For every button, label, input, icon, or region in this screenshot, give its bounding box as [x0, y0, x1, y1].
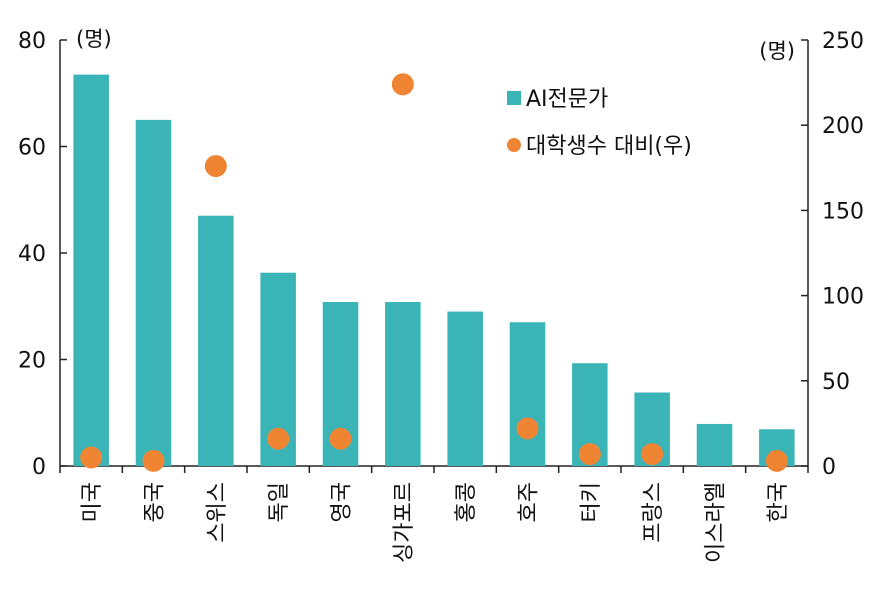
- category-label: 프랑스: [641, 482, 666, 543]
- dot-프랑스: [641, 443, 664, 466]
- bar-미국: [73, 74, 109, 467]
- bar-중국: [135, 119, 172, 466]
- right-tick-label: 250: [822, 29, 864, 54]
- category-labels: 미국 중국 스위스 독일 영국 싱가포르 홍콩 호주 터키 프랑스 이스라엘 한국: [80, 482, 791, 563]
- dot-싱가포르: [391, 73, 414, 96]
- right-tick-label: 150: [822, 199, 864, 224]
- category-label: 스위스: [205, 482, 230, 543]
- left-tick-label: 0: [32, 455, 46, 480]
- dot-호주: [516, 417, 539, 440]
- right-tick-label: 100: [822, 285, 864, 310]
- category-label: 영국: [330, 482, 355, 522]
- dot-미국: [80, 446, 103, 469]
- bar-홍콩: [447, 311, 483, 466]
- bar-series: [59, 74, 809, 473]
- left-tick-label: 60: [18, 136, 46, 161]
- category-label: 홍콩: [454, 482, 479, 522]
- bar-싱가포르: [385, 301, 421, 466]
- dot-중국: [142, 449, 165, 472]
- left-tick-label: 40: [18, 242, 46, 267]
- dot-터키: [578, 443, 601, 466]
- legend-swatch-bar: [507, 91, 521, 105]
- category-label: 터키: [579, 482, 604, 522]
- right-axis-unit: (명): [759, 39, 795, 63]
- legend-swatch-dot: [507, 138, 521, 152]
- dot-영국: [329, 427, 352, 450]
- right-tick-label: 0: [822, 455, 836, 480]
- category-label: 미국: [80, 482, 105, 522]
- bar-스위스: [198, 215, 234, 466]
- dot-series: [80, 73, 788, 472]
- left-tick-label: 20: [18, 349, 46, 374]
- left-tick-label: 80: [18, 29, 46, 54]
- category-label: 중국: [143, 482, 168, 522]
- bar-이스라엘: [696, 423, 733, 466]
- bar-호주: [509, 322, 546, 466]
- category-label: 독일: [267, 482, 292, 522]
- legend-label-dot: 대학생수 대비(우): [526, 134, 692, 159]
- dot-스위스: [204, 155, 227, 178]
- category-label: 호주: [517, 482, 542, 522]
- category-label: 싱가포르: [392, 482, 417, 563]
- right-axis-ticks: 0 50 100 150 200 250: [801, 29, 864, 480]
- legend: AI전문가 대학생수 대비(우): [507, 87, 692, 159]
- legend-label-bar: AI전문가: [526, 87, 608, 112]
- category-label: 이스라엘: [704, 482, 729, 563]
- left-axis-ticks: 0 20 40 60 80: [18, 29, 67, 480]
- right-tick-label: 50: [822, 370, 850, 395]
- dot-한국: [765, 449, 788, 472]
- dot-독일: [267, 427, 290, 450]
- right-tick-label: 200: [822, 114, 864, 139]
- left-axis-unit: (명): [76, 27, 112, 51]
- category-label: 한국: [766, 482, 791, 522]
